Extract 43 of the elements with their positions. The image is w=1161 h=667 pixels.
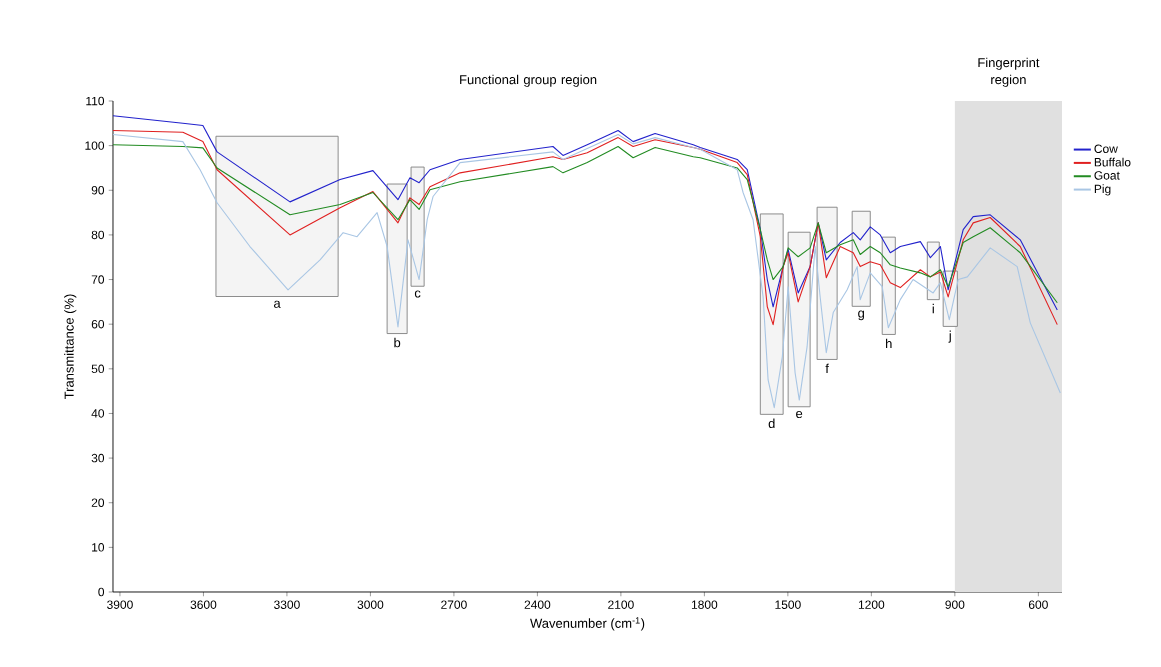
legend-label: Cow xyxy=(1094,144,1118,153)
x-tick-label: 2400 xyxy=(524,600,551,609)
x-tick-label: 2100 xyxy=(608,600,634,609)
band-label: c xyxy=(414,290,421,298)
x-tick-label: 1200 xyxy=(858,600,885,609)
y-tick-label: 80 xyxy=(91,230,105,240)
band-label: e xyxy=(796,410,803,419)
legend-label: Buffalo xyxy=(1094,157,1131,167)
y-tick-label: 60 xyxy=(91,319,105,329)
y-tick-label: 110 xyxy=(86,96,105,106)
band-label: j xyxy=(948,330,951,343)
x-tick-label: 1800 xyxy=(691,600,718,609)
y-tick-label: 70 xyxy=(91,275,105,284)
line-series xyxy=(112,133,1061,409)
y-tick-label: 100 xyxy=(85,141,105,150)
x-tick-label: 3900 xyxy=(107,600,133,609)
band-label: i xyxy=(932,303,934,314)
y-tick-label: 90 xyxy=(91,186,105,195)
y-tick-label: 0 xyxy=(98,587,105,597)
x-tick-label: 1500 xyxy=(775,600,801,609)
band-label: b xyxy=(394,337,401,348)
legend-label: Pig xyxy=(1094,184,1111,196)
y-axis-title: Transmittance (%) xyxy=(64,294,77,400)
band-label: a xyxy=(273,300,281,308)
x-tick-label: 3300 xyxy=(274,600,300,609)
x-tick-label: 3600 xyxy=(190,600,217,609)
text: Functional group region xyxy=(460,74,597,87)
band-label: f xyxy=(825,363,829,374)
x-tick-label: 3000 xyxy=(357,600,384,609)
x-tick-label: 2700 xyxy=(441,600,467,609)
x-tick-label: 600 xyxy=(1028,600,1048,609)
band-label: Fingerprint region xyxy=(978,57,1040,87)
x-tick-label: 900 xyxy=(945,600,965,609)
x-axis-title: Wavenumber (cm$^{-1}$) xyxy=(530,617,645,631)
band-label: h xyxy=(886,338,892,349)
y-tick-label: 40 xyxy=(91,409,105,418)
y-tick-label: 50 xyxy=(91,364,105,374)
y-tick-label: 30 xyxy=(91,453,105,463)
band-label: g xyxy=(858,310,864,321)
y-tick-label: 20 xyxy=(91,498,105,507)
legend-label: Goat xyxy=(1094,171,1120,180)
band-label: d xyxy=(768,418,775,429)
y-tick-label: 10 xyxy=(92,543,105,552)
